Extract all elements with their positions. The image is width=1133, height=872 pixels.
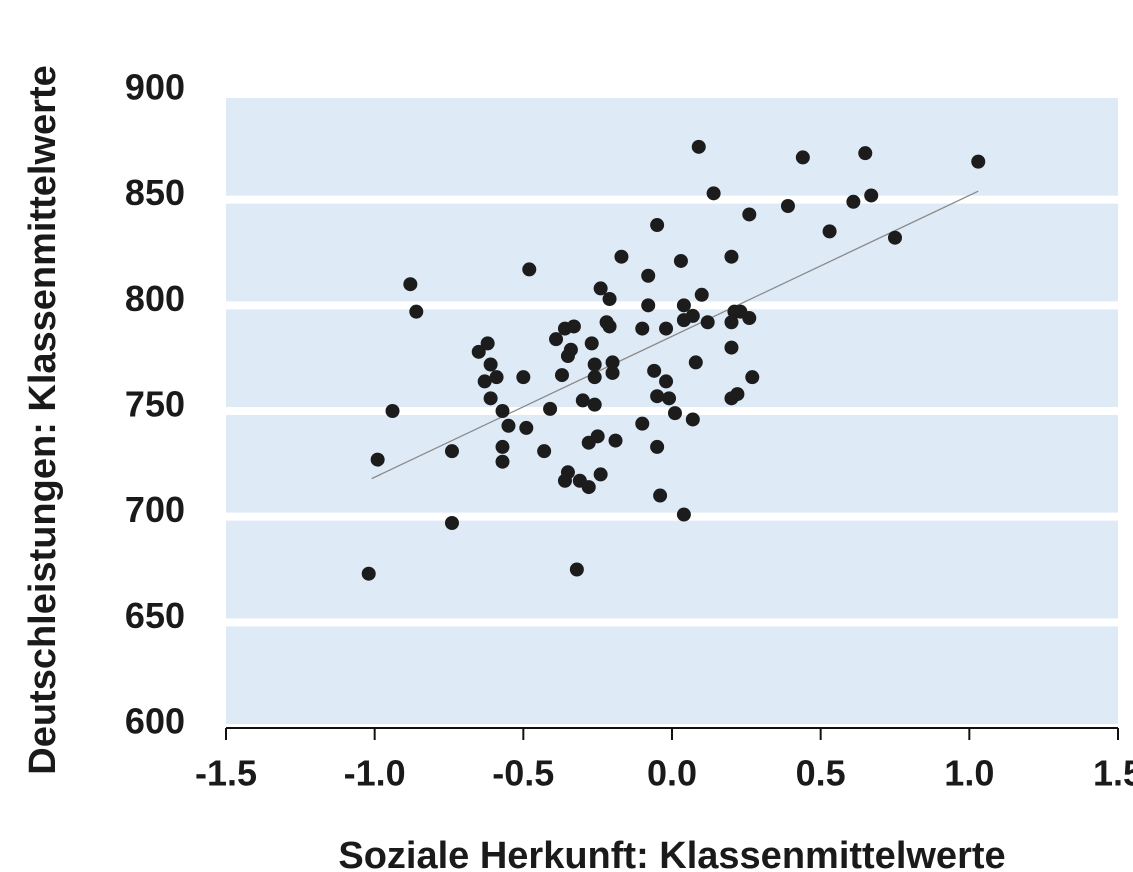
x-tick-label: 1.5 xyxy=(1093,753,1133,794)
point xyxy=(676,298,691,313)
point xyxy=(557,473,572,488)
point xyxy=(581,435,596,450)
point xyxy=(495,454,510,469)
point xyxy=(409,304,424,319)
point xyxy=(554,368,569,383)
point xyxy=(745,370,760,385)
x-tick-label: -1.5 xyxy=(195,753,257,794)
point xyxy=(477,374,492,389)
point xyxy=(700,315,715,330)
point xyxy=(864,188,879,203)
y-tick-label: 850 xyxy=(125,172,185,213)
point xyxy=(593,281,608,296)
point xyxy=(519,420,534,435)
point xyxy=(495,404,510,418)
point xyxy=(575,393,590,408)
point xyxy=(489,370,504,385)
point xyxy=(483,391,498,406)
point xyxy=(587,397,602,412)
point xyxy=(602,291,617,306)
point xyxy=(724,340,739,355)
point xyxy=(676,507,691,522)
y-tick-label: 600 xyxy=(125,701,185,742)
point xyxy=(650,218,665,233)
y-tick-label: 900 xyxy=(125,67,185,108)
x-tick-label: -0.5 xyxy=(492,753,554,794)
x-tick-label: 0.5 xyxy=(796,753,846,794)
point xyxy=(537,444,552,459)
point xyxy=(370,452,385,467)
y-tick-label: 650 xyxy=(125,595,185,636)
point xyxy=(971,154,986,169)
point xyxy=(608,433,623,448)
point xyxy=(650,389,665,404)
point xyxy=(444,444,459,459)
point xyxy=(605,355,620,370)
point xyxy=(522,262,537,277)
y-axis-label: Deutschleistungen: Klassenmittelwerte xyxy=(22,65,64,775)
point xyxy=(587,370,602,385)
point xyxy=(560,349,575,364)
point xyxy=(724,315,739,330)
point xyxy=(724,249,739,264)
y-tick-label: 800 xyxy=(125,278,185,319)
point xyxy=(557,321,572,336)
point xyxy=(694,287,709,302)
point xyxy=(385,404,400,418)
point xyxy=(516,370,531,385)
point xyxy=(659,374,674,389)
point xyxy=(635,416,650,431)
point xyxy=(667,406,682,421)
point xyxy=(587,357,602,372)
point xyxy=(688,355,703,370)
y-tick-label: 750 xyxy=(125,384,185,425)
point xyxy=(501,418,516,433)
point xyxy=(641,298,656,313)
point xyxy=(888,230,902,245)
point xyxy=(676,313,691,328)
point xyxy=(361,566,376,581)
point xyxy=(480,336,495,351)
point xyxy=(858,146,873,161)
point xyxy=(780,199,795,214)
point xyxy=(662,391,677,406)
point xyxy=(706,186,721,201)
point xyxy=(602,319,617,334)
point xyxy=(795,150,810,165)
point xyxy=(605,365,620,380)
point xyxy=(569,562,584,577)
point xyxy=(653,488,668,503)
x-tick-label: -1.0 xyxy=(344,753,406,794)
x-axis-label: Soziale Herkunft: Klassenmittelwerte xyxy=(338,835,1005,872)
trend-line xyxy=(371,190,979,480)
point xyxy=(483,357,498,372)
point xyxy=(593,467,608,482)
point xyxy=(846,194,861,209)
point xyxy=(691,139,706,154)
point xyxy=(444,516,459,531)
point xyxy=(614,249,629,264)
point xyxy=(650,439,665,454)
point xyxy=(471,344,486,359)
point xyxy=(584,336,599,351)
point xyxy=(495,439,510,454)
point xyxy=(647,363,662,378)
point xyxy=(549,332,564,347)
point xyxy=(635,321,650,336)
point xyxy=(742,311,757,326)
point xyxy=(581,480,596,495)
x-tick-label: 0.0 xyxy=(647,753,697,794)
point xyxy=(659,321,674,336)
point xyxy=(403,277,418,292)
point xyxy=(543,401,558,416)
point xyxy=(822,224,837,239)
point xyxy=(742,207,757,222)
point xyxy=(724,391,739,406)
point xyxy=(641,268,656,283)
y-tick-label: 700 xyxy=(125,489,185,530)
x-tick-label: 1.0 xyxy=(944,753,994,794)
point xyxy=(673,253,688,268)
point xyxy=(685,412,700,427)
